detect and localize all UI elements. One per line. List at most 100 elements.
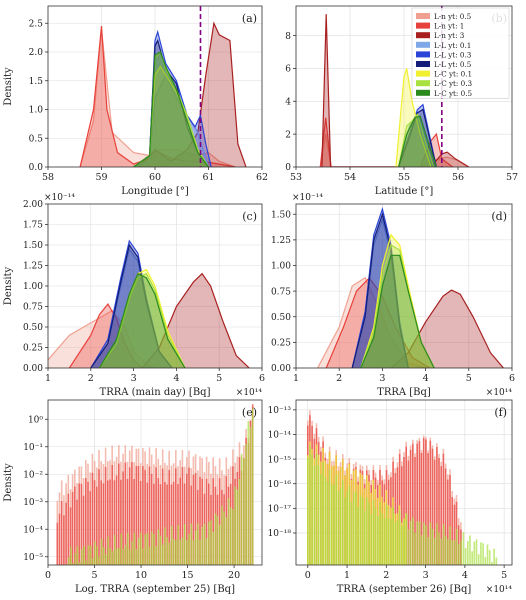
histogram-bar: [418, 441, 421, 565]
x-tick-label: 59: [95, 172, 107, 183]
histogram-bar: [456, 528, 458, 565]
histogram-bar: [353, 492, 355, 565]
histogram-bar: [124, 544, 127, 565]
legend-swatch: [416, 22, 430, 29]
histogram-bar: [333, 484, 335, 565]
histogram-bar: [240, 453, 243, 565]
series-area: [99, 273, 185, 368]
histogram-bar: [440, 538, 443, 565]
histogram-bar: [436, 523, 438, 565]
histogram-bar: [164, 527, 166, 565]
histogram-bar: [227, 498, 230, 565]
histogram-bar: [188, 467, 190, 565]
histogram-bar: [331, 484, 333, 565]
x-multiplier: ×10¹⁴: [236, 388, 263, 398]
histogram-bar: [212, 531, 215, 565]
histogram-bar: [401, 466, 403, 565]
series-group-f: [307, 410, 498, 565]
histogram-bar: [438, 458, 440, 565]
histogram-bar: [449, 526, 451, 565]
histogram-bar: [133, 479, 135, 565]
x-tick-label: 4: [173, 373, 179, 384]
series-area: [360, 245, 435, 368]
histogram-bar: [91, 472, 94, 565]
histogram-bar: [449, 474, 451, 565]
histogram-bar: [122, 471, 124, 565]
series-line: [390, 289, 504, 368]
x-tick-label: 58: [42, 172, 54, 183]
histogram-bar: [471, 551, 473, 565]
histogram-bar: [205, 538, 208, 565]
legend-swatch: [416, 70, 430, 77]
legend-label: L-L yt: 0.1: [434, 41, 471, 50]
plot-frame: [295, 399, 513, 566]
histogram-bar: [414, 532, 416, 565]
histogram-bar: [131, 541, 134, 565]
y-tick-label: 10⁻¹⁷: [268, 505, 292, 515]
legend-swatch: [416, 32, 430, 39]
y-tick-label: 2.00: [23, 200, 43, 210]
histogram-bar: [348, 485, 351, 565]
histogram-bar: [317, 465, 320, 565]
histogram-bar: [161, 468, 164, 565]
panel-label: (c): [242, 210, 257, 223]
histogram-bar: [71, 491, 74, 565]
x-tick-label: 54: [344, 172, 356, 183]
histogram-bar: [434, 538, 436, 565]
histogram-bar: [427, 537, 430, 565]
x-tick-label: 3: [379, 373, 385, 384]
series-group-a: [79, 21, 247, 167]
histogram-bar: [342, 480, 344, 565]
histogram-bar: [118, 463, 120, 565]
histogram-bar: [337, 491, 340, 565]
series-line: [68, 302, 143, 368]
histogram-bar: [423, 522, 425, 565]
histogram-bar: [216, 515, 219, 565]
series-area: [80, 29, 236, 167]
x-tick-label: 4: [423, 373, 429, 384]
histogram-bar: [458, 544, 460, 565]
legend-label: L-L yt: 0.5: [434, 60, 472, 69]
x-tick-label: 57: [506, 172, 518, 183]
histogram-bar: [245, 443, 247, 565]
histogram-bar: [416, 443, 418, 565]
histogram-bar: [445, 536, 447, 565]
series-line: [138, 21, 247, 167]
y-tick-label: 1.25: [271, 236, 291, 246]
series-area: [133, 40, 209, 167]
x-tick-label: 1: [293, 373, 299, 384]
histogram-bar: [221, 505, 223, 565]
histogram-bar: [168, 542, 171, 565]
y-axis-label: Density: [3, 463, 14, 502]
histogram-bar: [72, 563, 74, 565]
histogram-bar: [208, 521, 210, 565]
histogram-bar: [403, 520, 405, 565]
histogram-bar: [114, 534, 116, 565]
y-tick-label: 2.0: [29, 48, 44, 58]
histogram-bar: [307, 457, 309, 565]
plot-frame: [295, 203, 513, 369]
histogram-bar: [98, 556, 101, 565]
histogram-bar: [453, 539, 456, 565]
histogram-bar: [205, 478, 208, 565]
y-tick-label: 10⁻¹⁸: [268, 529, 292, 539]
histogram-bar: [484, 557, 487, 565]
histogram-bar: [107, 480, 109, 565]
series-line: [398, 108, 437, 167]
series-group-d: [317, 206, 504, 368]
histogram-bar: [199, 539, 201, 565]
series-area: [398, 116, 437, 167]
histogram-bar: [126, 478, 129, 565]
histogram-bar: [155, 467, 157, 565]
histogram-bar: [186, 540, 188, 565]
legend-label: L-C yt: 0.1: [434, 70, 472, 79]
histogram-bar: [447, 539, 449, 565]
histogram-bar: [339, 487, 342, 565]
histogram-bar: [399, 510, 401, 565]
histogram-bar: [151, 531, 153, 565]
histogram-bar: [175, 540, 177, 565]
x-tick-label: 55: [398, 172, 410, 183]
series-area: [133, 52, 209, 167]
histogram-bar: [82, 495, 85, 565]
histogram-bar: [74, 553, 77, 565]
